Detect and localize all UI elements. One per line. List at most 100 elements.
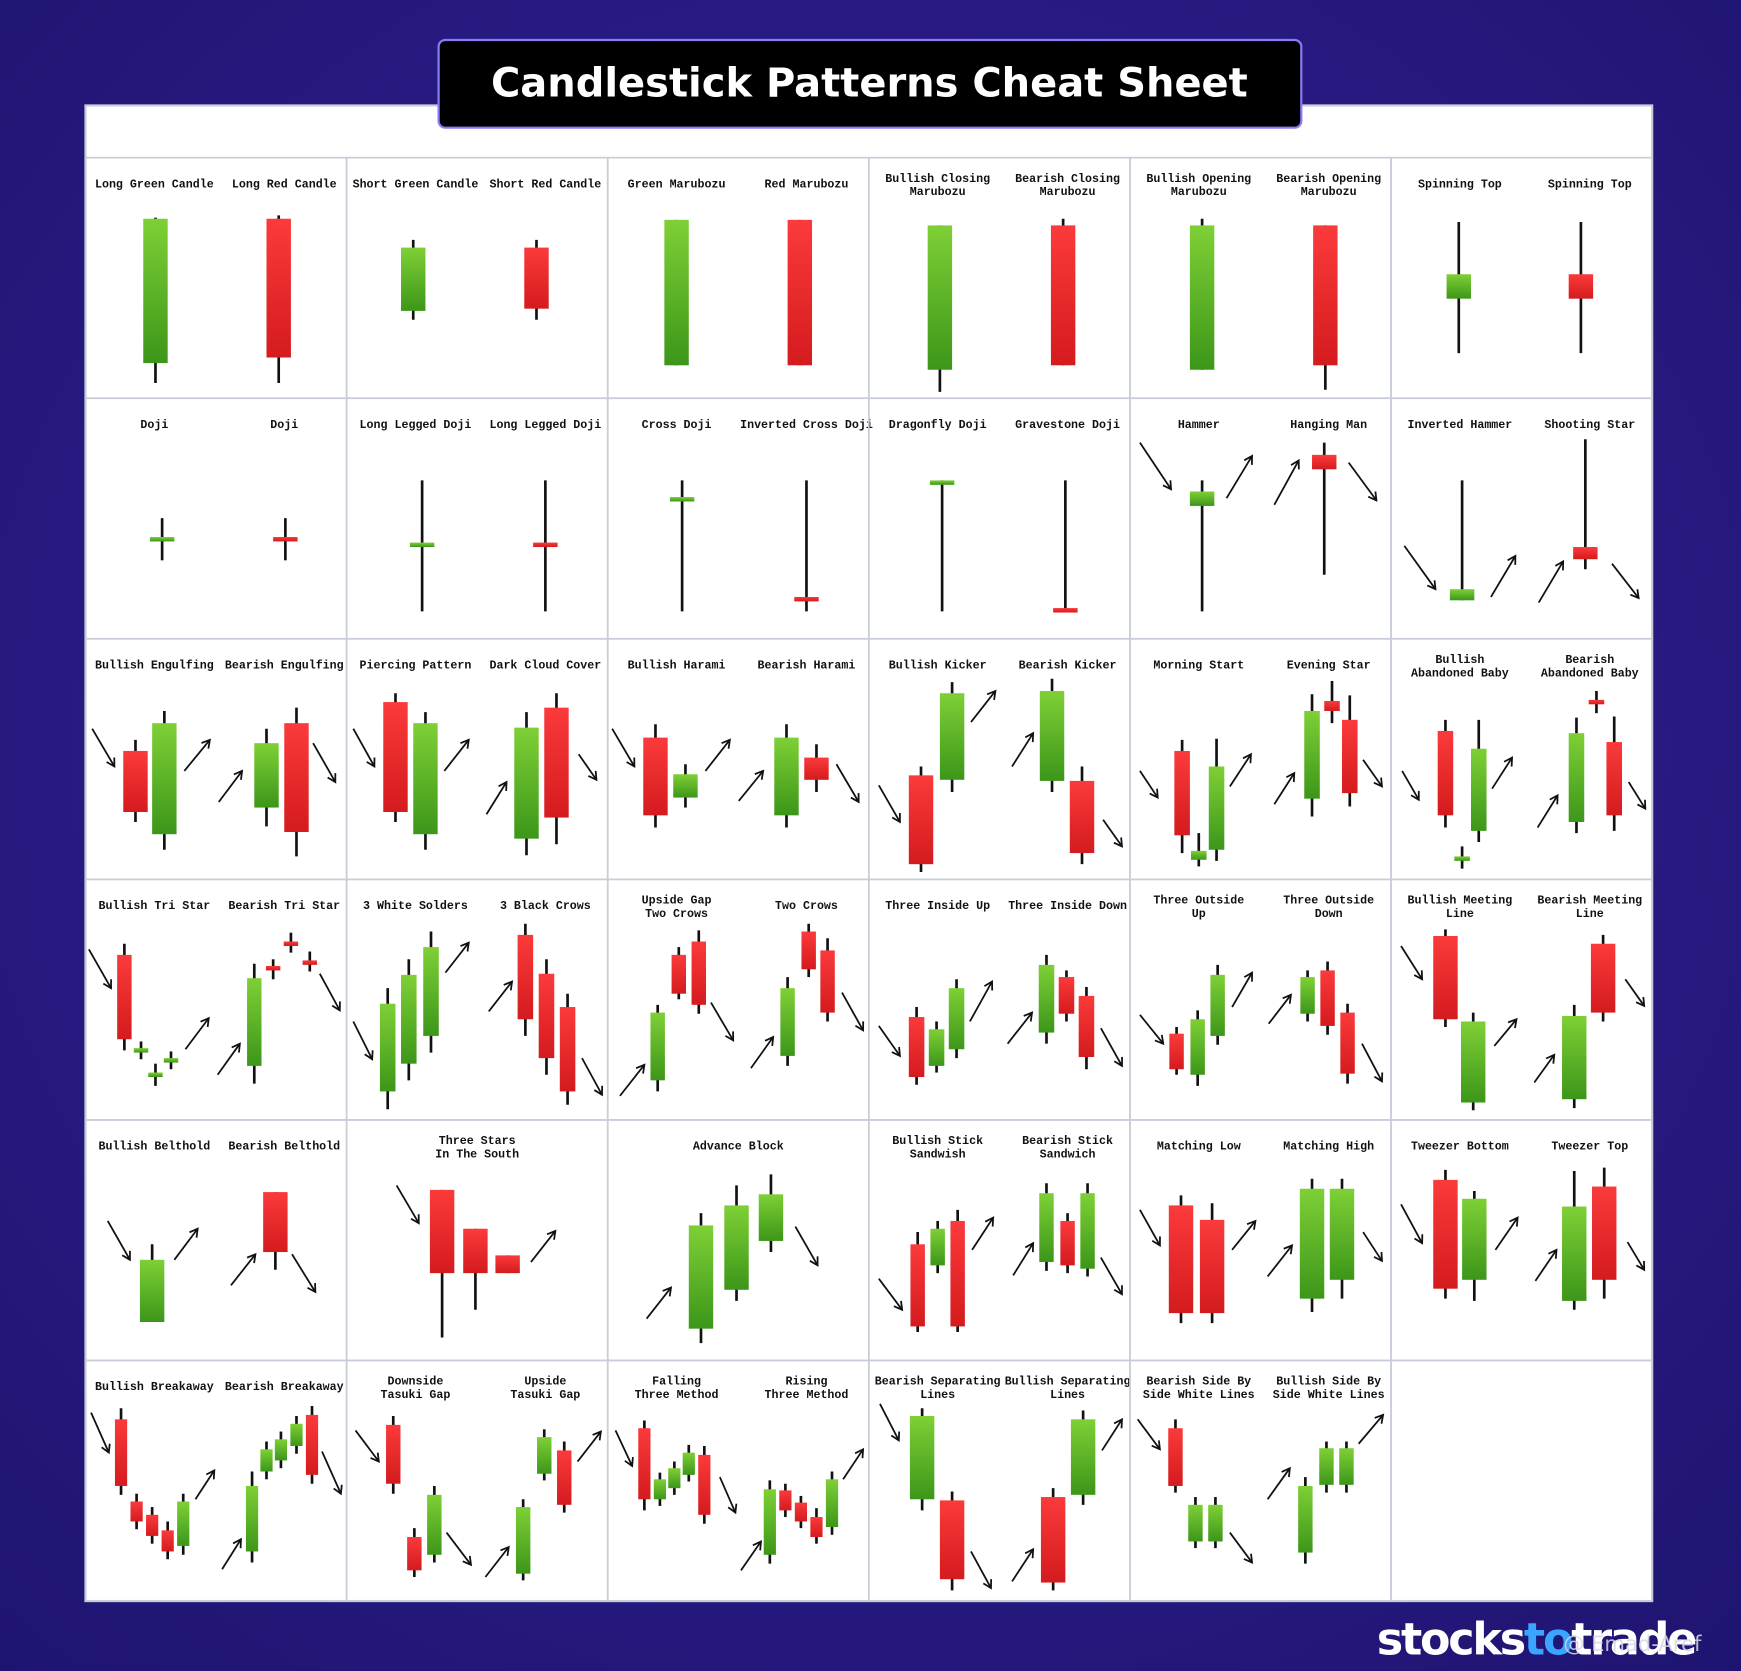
trend-arrow	[1102, 819, 1124, 848]
candle-body	[1460, 1021, 1486, 1103]
candle-body	[780, 988, 795, 1056]
candle-body	[557, 1450, 572, 1505]
pattern-label: Bullish Opening	[1146, 173, 1251, 186]
trend-arrow	[395, 1184, 420, 1225]
candle-body	[691, 941, 706, 1005]
trend-arrow	[221, 1537, 242, 1570]
trend-arrow	[1268, 993, 1293, 1025]
trend-arrow	[184, 1016, 210, 1050]
brand-part: stocks	[1377, 1614, 1525, 1665]
candle-body	[1606, 742, 1622, 816]
candle-body	[273, 537, 298, 542]
trend-arrow	[1534, 1248, 1558, 1282]
candle-body	[1454, 856, 1470, 861]
trend-arrow	[971, 1216, 995, 1251]
pattern-label: Bullish	[1435, 654, 1484, 667]
trend-arrow	[794, 1226, 819, 1267]
pattern-label: Abandoned Baby	[1541, 667, 1639, 680]
candle-body	[1208, 766, 1225, 850]
pattern-label: Doji	[270, 419, 298, 432]
trend-arrow	[1490, 554, 1517, 598]
trend-arrow	[1139, 1209, 1161, 1247]
watermark: @ Emad-Aref	[1563, 1631, 1702, 1656]
candle-body	[1189, 491, 1215, 506]
candle-body	[1080, 1193, 1095, 1269]
candle-body	[302, 960, 318, 965]
pattern-label: 3 White Solders	[363, 900, 468, 913]
candle-body	[559, 1007, 576, 1092]
candle-body	[163, 1058, 179, 1063]
trend-arrow	[719, 1476, 738, 1515]
pattern-label: Bullish Side By	[1276, 1376, 1381, 1389]
pattern-cell: Long Green Candle Long Red Candle	[84, 156, 348, 400]
candle-body	[401, 974, 417, 1064]
candle-body	[517, 934, 534, 1020]
candle-body	[148, 1072, 163, 1077]
pattern-label: Side White Lines	[1143, 1389, 1255, 1402]
candle-body	[139, 1259, 165, 1322]
pattern-label: Two Crows	[775, 900, 838, 913]
pattern-cell: Short Green Candle Short Red Candle	[345, 156, 609, 400]
candle-body	[664, 219, 689, 366]
trend-arrow	[1011, 731, 1035, 767]
candle-body	[1039, 1193, 1054, 1263]
pattern-cell: Bullish Breakaway Bearish Breakaway	[84, 1359, 348, 1602]
pattern-label: Down	[1315, 908, 1343, 921]
title: Candlestick Patterns Cheat Sheet	[491, 60, 1248, 106]
pattern-label: Bullish Breakaway	[95, 1381, 214, 1394]
trend-arrow	[577, 753, 598, 782]
pattern-cell: Piercing Pattern Dark Cloud Cover	[345, 637, 609, 881]
candle-body	[537, 1437, 552, 1474]
candle-body	[1592, 1186, 1617, 1280]
candle-body	[1298, 1485, 1313, 1553]
trend-arrow	[1627, 781, 1647, 811]
trend-arrow	[352, 1021, 374, 1061]
candle-body	[688, 1225, 714, 1329]
candle-body	[143, 218, 168, 364]
candle-body	[669, 497, 695, 502]
candle-body	[1188, 1504, 1203, 1542]
pattern-label: Tasuki Gap	[381, 1389, 451, 1402]
candle-body	[383, 702, 408, 812]
trend-arrow	[312, 742, 337, 784]
trend-arrow	[1100, 1257, 1123, 1296]
candle-body	[133, 1048, 149, 1053]
pattern-label: Bullish Engulfing	[95, 660, 214, 673]
pattern-label: 3 Black Crows	[500, 900, 591, 913]
candle-body	[1190, 1019, 1205, 1075]
trend-arrow	[1231, 971, 1253, 1008]
pattern-label: Shooting Star	[1544, 419, 1635, 432]
pattern-label: Rising	[786, 1376, 828, 1389]
candle-body	[161, 1530, 174, 1552]
candle-body	[1342, 719, 1358, 794]
trend-arrow	[173, 1227, 199, 1261]
trend-arrow	[970, 689, 997, 723]
trend-arrow	[1494, 1216, 1519, 1251]
trend-arrow	[216, 1042, 241, 1076]
pattern-label: Upside	[524, 1376, 566, 1389]
candle-body	[930, 1228, 945, 1266]
candle-body	[413, 723, 438, 835]
candle-body	[1069, 780, 1095, 854]
trend-arrow	[879, 1403, 901, 1443]
candle-body	[1562, 1015, 1587, 1100]
trend-arrow	[645, 1286, 673, 1320]
candle-body	[495, 1255, 520, 1274]
candle-body	[810, 1517, 823, 1538]
pattern-label: Evening Star	[1287, 660, 1371, 673]
pattern-cell: Spinning Top Spinning Top	[1390, 156, 1653, 400]
brand: stockstotrade	[1377, 1614, 1695, 1665]
candle-body	[1568, 733, 1585, 822]
pattern-cell: Inverted Hammer Shooting Star	[1390, 397, 1653, 640]
pattern-label: Inverted Hammer	[1407, 419, 1512, 432]
candle-body	[1299, 1188, 1325, 1299]
brand-part: to	[1524, 1614, 1572, 1665]
trend-arrow	[1493, 1017, 1518, 1047]
pattern-label: Long Legged Doji	[360, 419, 472, 432]
pattern-label: Three Inside Up	[885, 900, 990, 913]
pattern-label: Sandwish	[910, 1148, 966, 1161]
pattern-label: Short Red Candle	[489, 178, 601, 191]
candle-body	[929, 480, 955, 485]
trend-arrow	[106, 1220, 131, 1262]
